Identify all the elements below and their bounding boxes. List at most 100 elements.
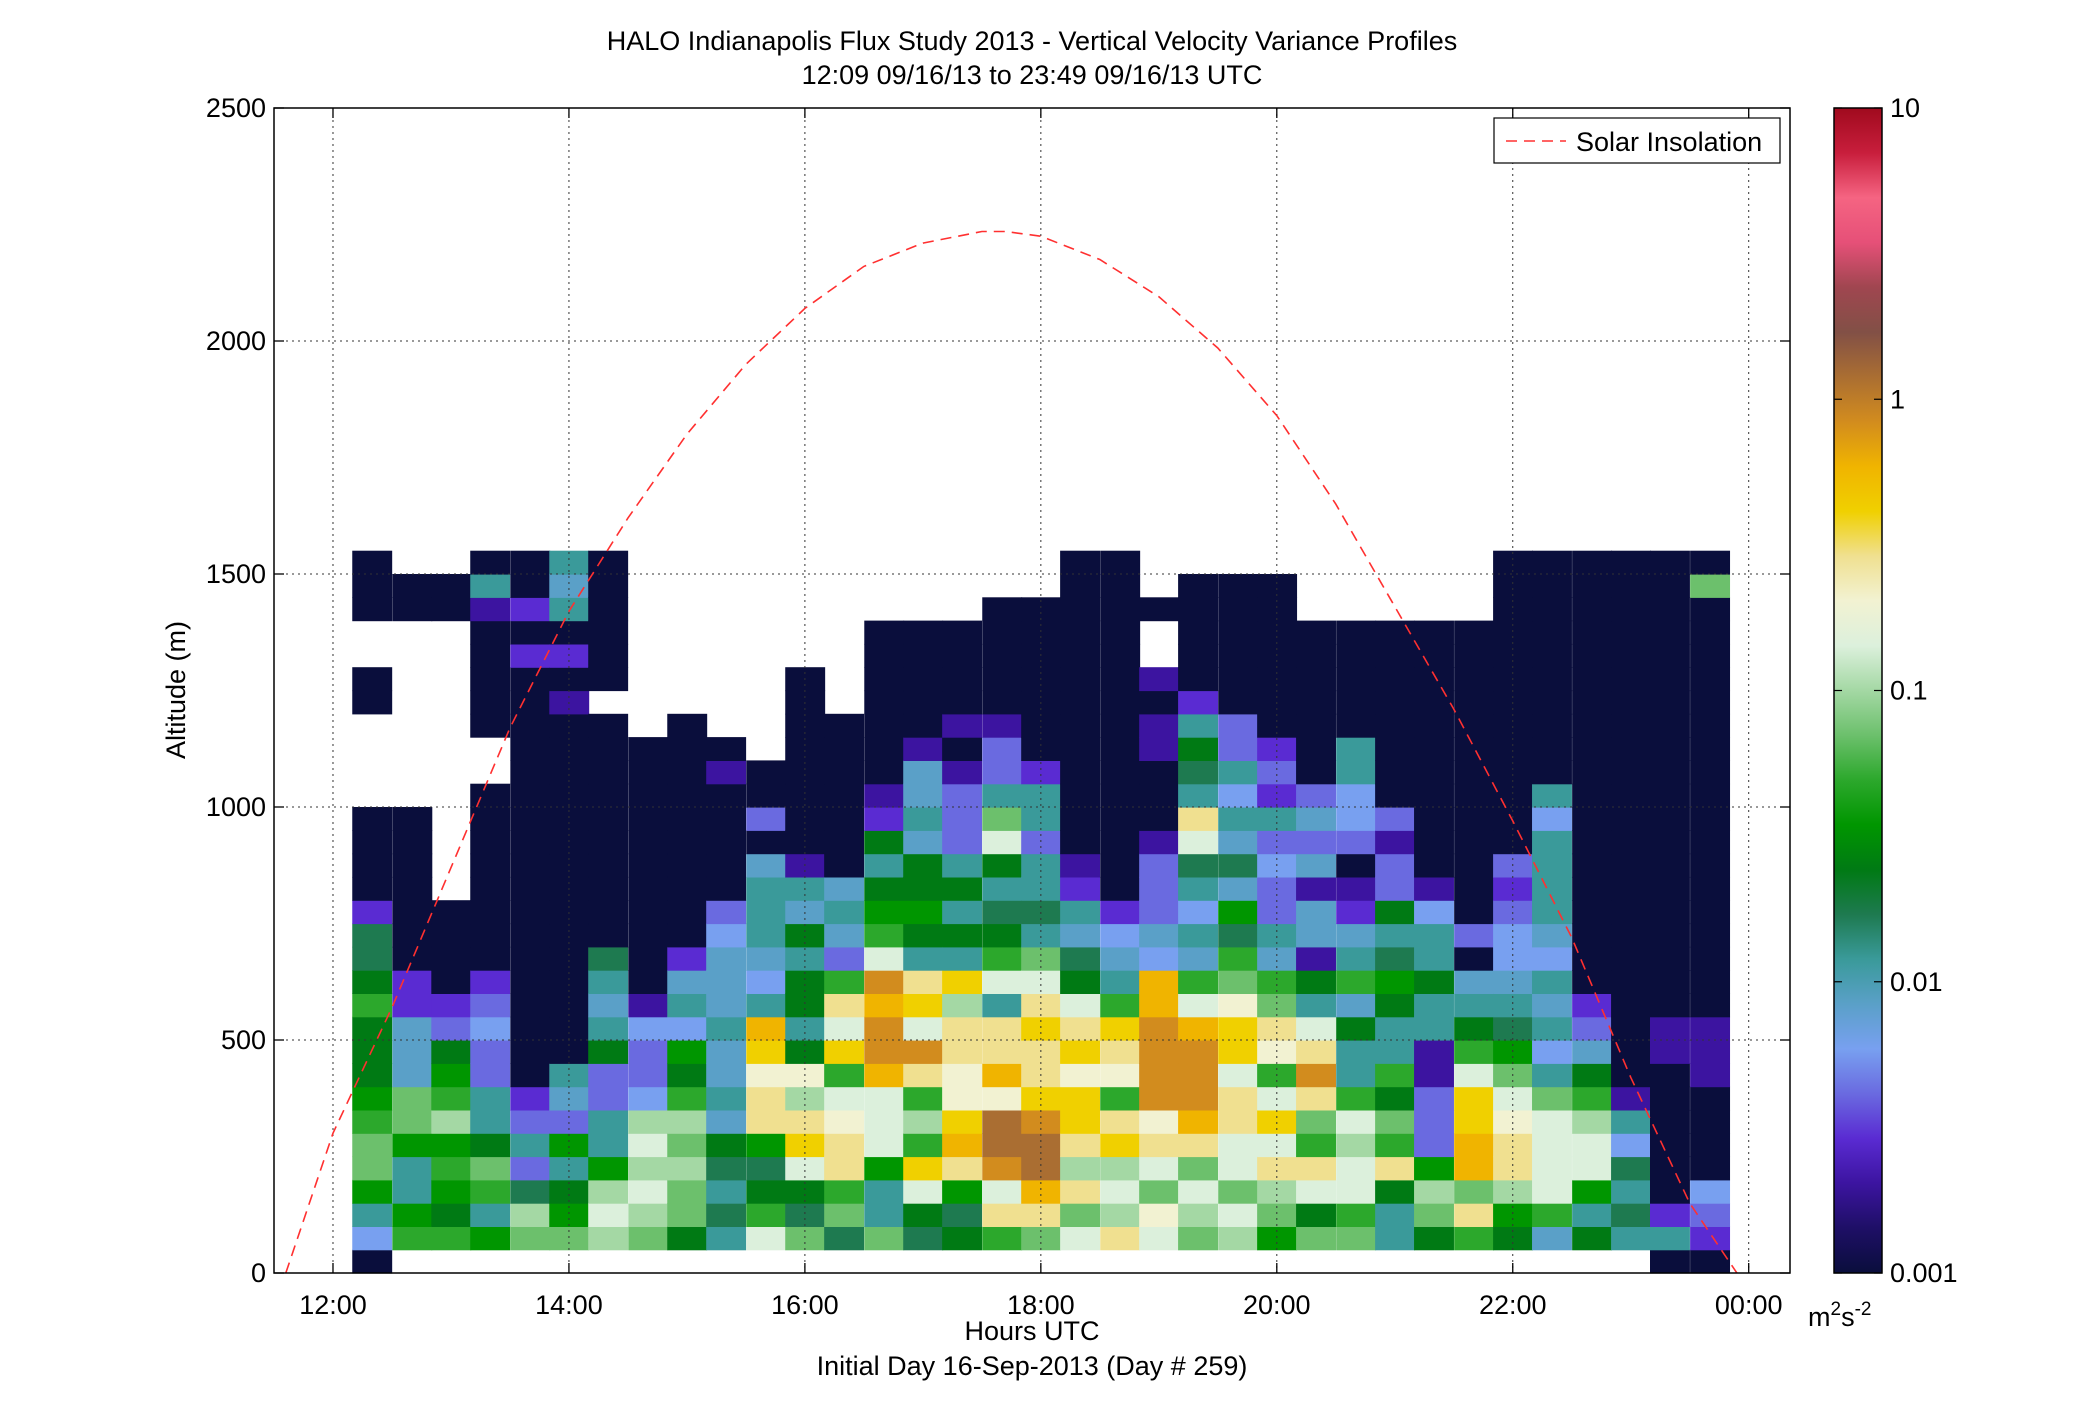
heatmap-cell (1532, 550, 1572, 575)
heatmap-cell (1296, 737, 1336, 761)
heatmap-cell (864, 807, 905, 831)
heatmap-cell (1375, 1040, 1416, 1064)
heatmap-cell (392, 1203, 433, 1227)
heatmap-cell (903, 830, 944, 855)
heatmap-cell (1178, 923, 1219, 948)
heatmap-cell (1532, 1086, 1572, 1111)
heatmap-cell (1690, 1179, 1731, 1204)
heatmap-cell (392, 900, 433, 925)
heatmap-cell (1493, 1156, 1534, 1181)
heatmap-cell (824, 993, 865, 1018)
heatmap-cell (942, 620, 983, 645)
heatmap-cell (1375, 900, 1416, 925)
heatmap-cell (1611, 667, 1651, 692)
heatmap-cell (470, 900, 511, 925)
heatmap-cell (1611, 1156, 1651, 1181)
heatmap-cell (1572, 1016, 1613, 1041)
heatmap-cell (1532, 900, 1572, 925)
heatmap-cell (1572, 597, 1613, 622)
heatmap-cell (1178, 1203, 1219, 1227)
heatmap-cell (1650, 1063, 1690, 1088)
heatmap-cell (1336, 1226, 1377, 1251)
heatmap-cell (1532, 1203, 1572, 1227)
heatmap-cell (431, 574, 472, 598)
heatmap-cell (1690, 1156, 1731, 1181)
heatmap-cell (1690, 876, 1731, 901)
heatmap-cell (470, 853, 511, 878)
heatmap-cell (1414, 970, 1454, 994)
heatmap-cell (628, 1179, 669, 1204)
heatmap-cell (1178, 830, 1219, 855)
heatmap-cell (1375, 830, 1416, 855)
heatmap-cell (982, 737, 1023, 761)
heatmap-cell (824, 900, 865, 925)
heatmap-cell (1218, 620, 1259, 645)
heatmap-cell (1218, 807, 1259, 831)
heatmap-cell (392, 923, 433, 948)
heatmap-cell (942, 1086, 983, 1111)
heatmap-cell (1611, 713, 1651, 738)
heatmap-cell (1296, 1086, 1336, 1111)
heatmap-cell (746, 1040, 787, 1064)
heatmap-cell (1690, 597, 1731, 622)
heatmap-cell (667, 1040, 708, 1064)
heatmap-cell (1021, 923, 1062, 948)
heatmap-cell (1218, 713, 1259, 738)
heatmap-cell (1414, 620, 1454, 645)
heatmap-cell (1690, 690, 1731, 715)
heatmap-cell (903, 1156, 944, 1181)
heatmap-cell (1532, 643, 1572, 668)
heatmap-cell (1178, 876, 1219, 901)
heatmap-cell (746, 970, 787, 994)
heatmap-cell (1218, 900, 1259, 925)
heatmap-cell (1690, 1086, 1731, 1111)
heatmap-cell (1611, 574, 1651, 598)
heatmap-cell (1336, 900, 1377, 925)
heatmap-cell (510, 1086, 551, 1111)
heatmap-cell (746, 830, 787, 855)
heatmap-cell (1218, 993, 1259, 1018)
heatmap-cell (982, 1179, 1023, 1204)
heatmap-cell (1493, 1016, 1534, 1041)
heatmap-cell (431, 900, 472, 925)
heatmap-cell (549, 1016, 590, 1041)
heatmap-cell (588, 1203, 629, 1227)
heatmap-cell (667, 737, 708, 761)
heatmap-cell (785, 993, 826, 1018)
heatmap-cell (431, 993, 472, 1018)
heatmap-cell (1257, 737, 1298, 761)
heatmap-cell (1414, 923, 1454, 948)
heatmap-cell (1532, 830, 1572, 855)
heatmap-cell (588, 1109, 629, 1134)
heatmap-cell (903, 783, 944, 808)
heatmap-cell (1650, 807, 1690, 831)
heatmap-cell (1414, 1156, 1454, 1181)
heatmap-cell (1060, 667, 1101, 692)
x-axis-sublabel: Initial Day 16-Sep-2013 (Day # 259) (817, 1351, 1248, 1381)
heatmap-cell (628, 993, 669, 1018)
heatmap-cell (1650, 667, 1690, 692)
heatmap-cell (470, 970, 511, 994)
heatmap-cell (470, 1156, 511, 1181)
heatmap-cell (1296, 1016, 1336, 1041)
heatmap-cell (1375, 1086, 1416, 1111)
heatmap-cell (1060, 1179, 1101, 1204)
heatmap-cell (824, 830, 865, 855)
heatmap-cell (1532, 876, 1572, 901)
heatmap-cell (1257, 1156, 1298, 1181)
heatmap-cell (864, 667, 905, 692)
heatmap-cell (706, 1203, 747, 1227)
heatmap-cell (942, 783, 983, 808)
heatmap-cell (942, 1109, 983, 1134)
heatmap-cell (1178, 970, 1219, 994)
heatmap-cell (549, 713, 590, 738)
heatmap-cell (1690, 760, 1731, 785)
heatmap-cell (1021, 993, 1062, 1018)
heatmap-cell (1060, 1016, 1101, 1041)
legend-label: Solar Insolation (1576, 127, 1762, 157)
heatmap-cell (1611, 783, 1651, 808)
heatmap-cell (1454, 690, 1495, 715)
heatmap-cell (510, 1226, 551, 1251)
heatmap-cell (1060, 876, 1101, 901)
heatmap-cell (1454, 1063, 1495, 1088)
